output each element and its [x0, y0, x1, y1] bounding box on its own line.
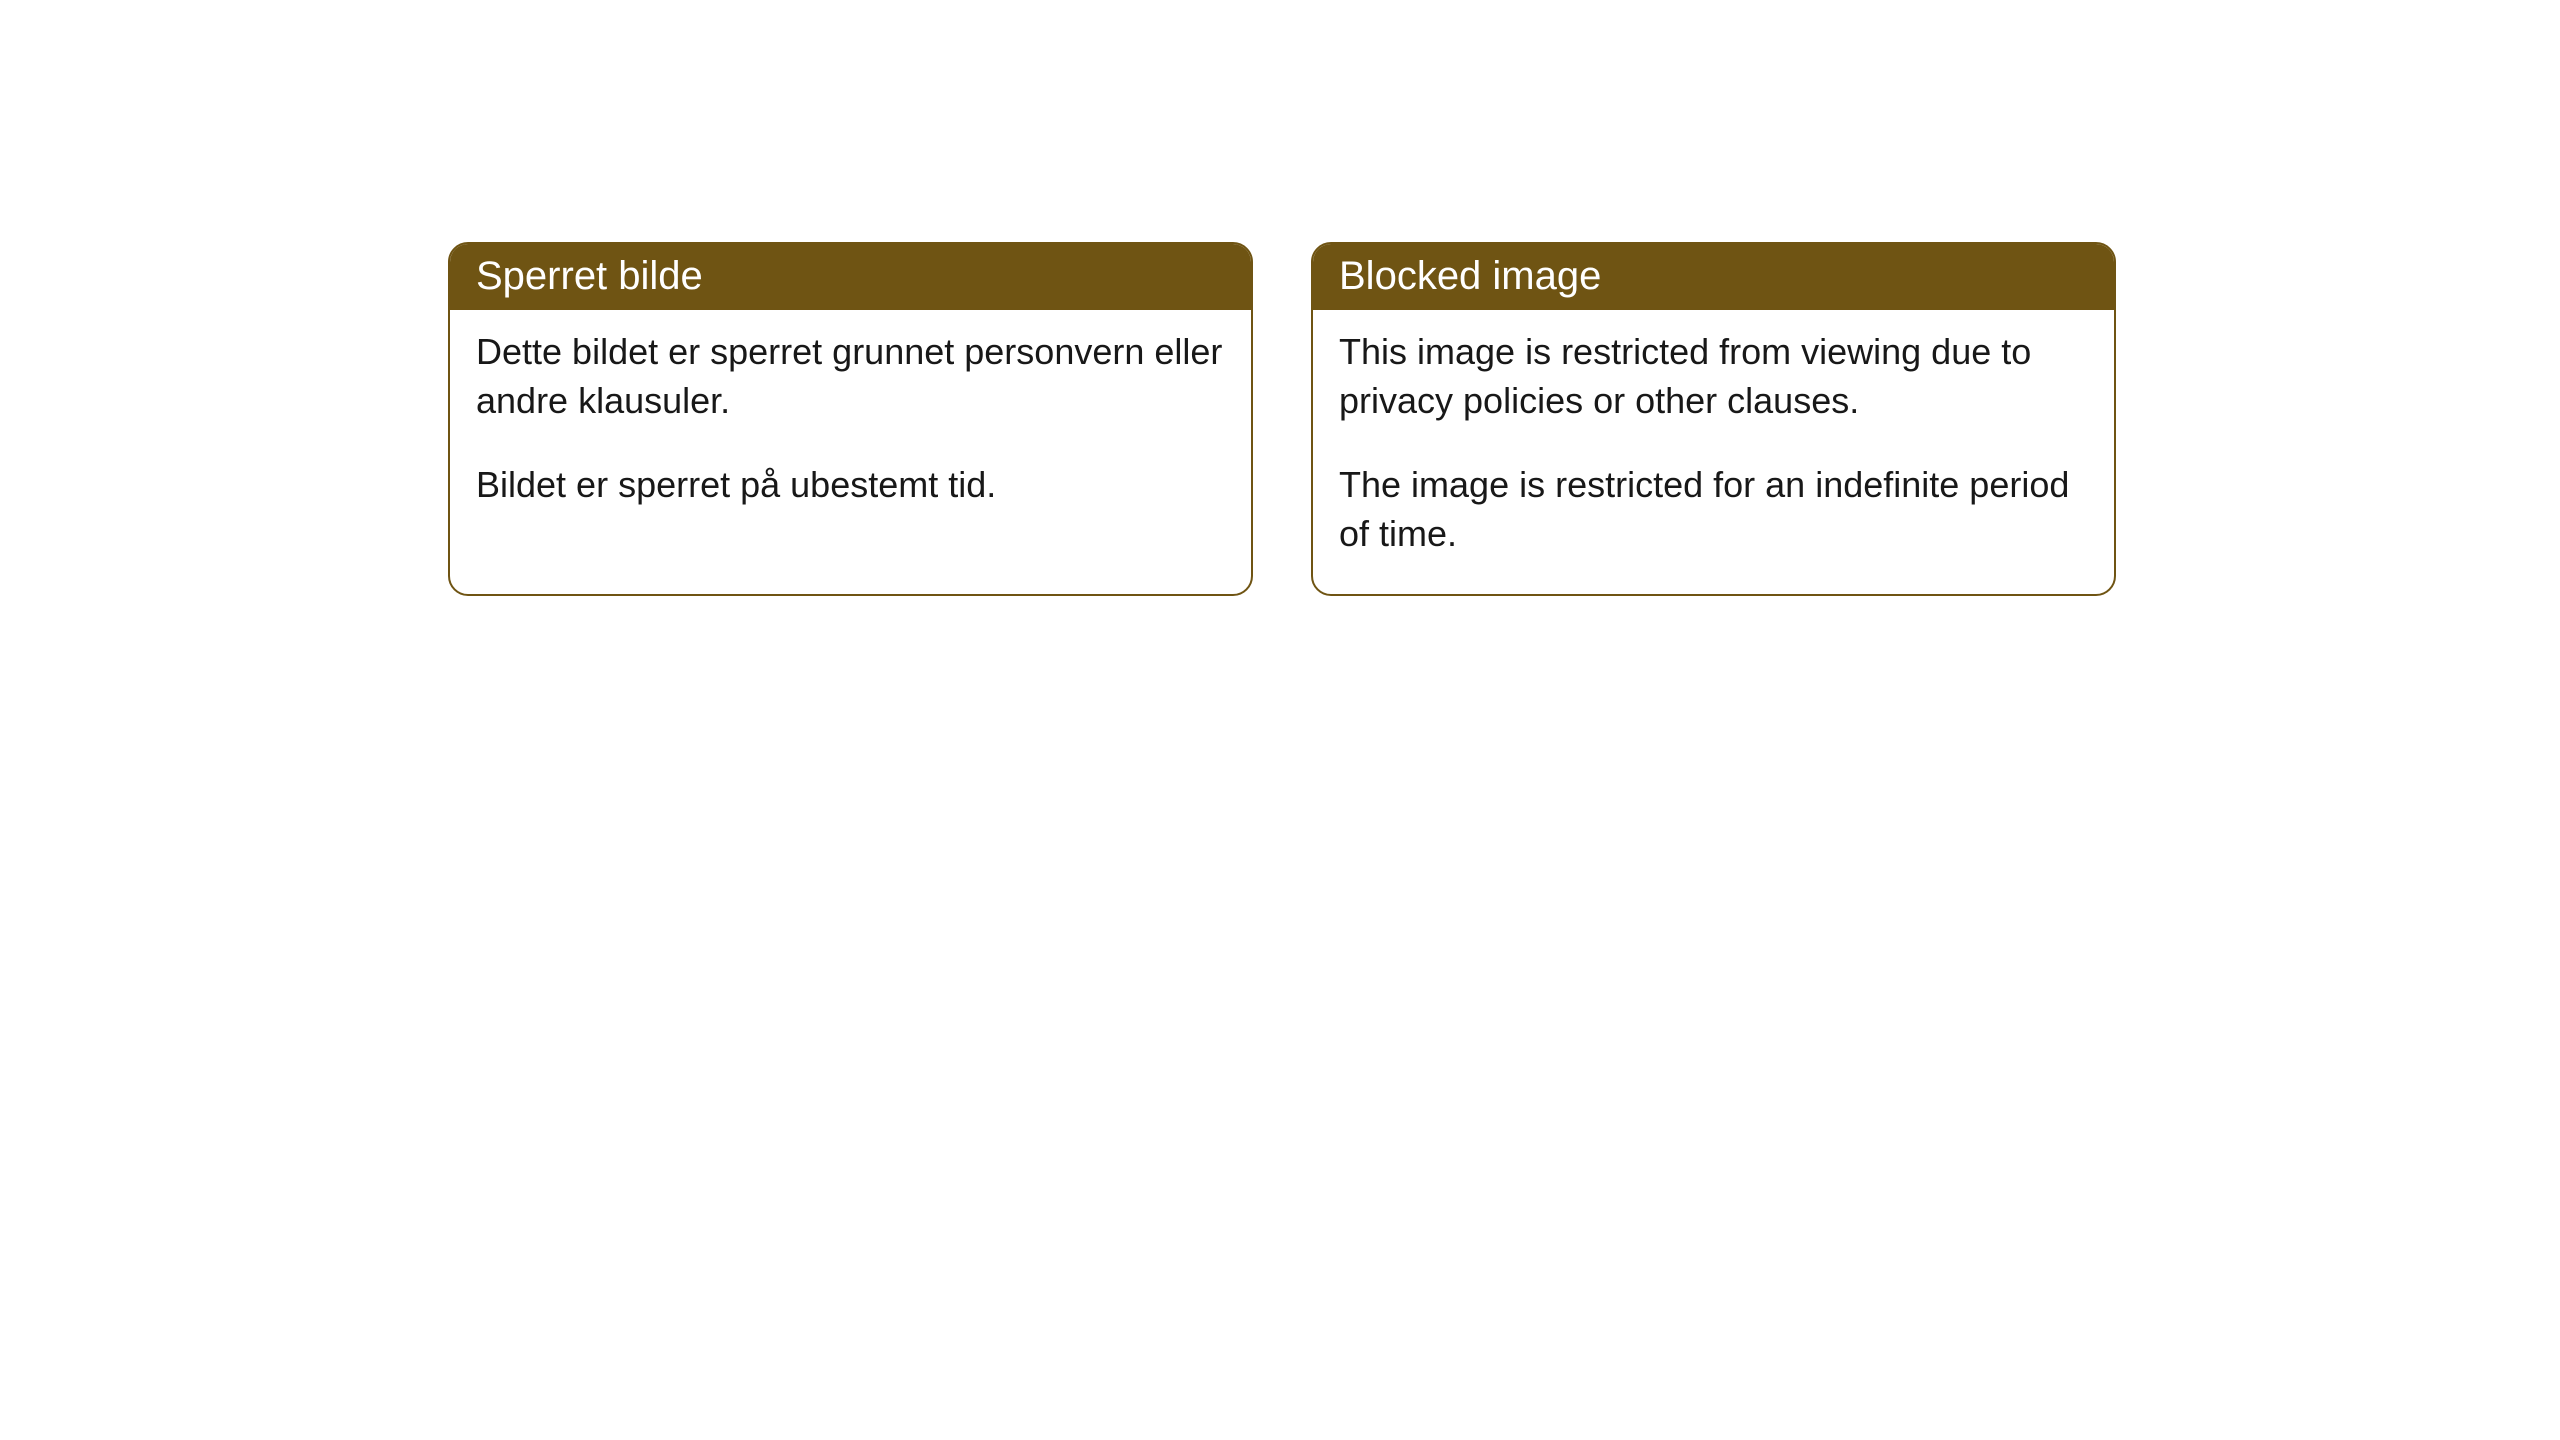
card-paragraph: This image is restricted from viewing du… — [1339, 328, 2088, 425]
card-paragraph: The image is restricted for an indefinit… — [1339, 461, 2088, 558]
card-body: This image is restricted from viewing du… — [1313, 310, 2114, 594]
card-body: Dette bildet er sperret grunnet personve… — [450, 310, 1251, 546]
card-header: Blocked image — [1313, 244, 2114, 310]
notice-card-english: Blocked image This image is restricted f… — [1311, 242, 2116, 596]
notice-card-container: Sperret bilde Dette bildet er sperret gr… — [448, 242, 2116, 596]
card-header: Sperret bilde — [450, 244, 1251, 310]
notice-card-norwegian: Sperret bilde Dette bildet er sperret gr… — [448, 242, 1253, 596]
card-paragraph: Dette bildet er sperret grunnet personve… — [476, 328, 1225, 425]
card-paragraph: Bildet er sperret på ubestemt tid. — [476, 461, 1225, 510]
